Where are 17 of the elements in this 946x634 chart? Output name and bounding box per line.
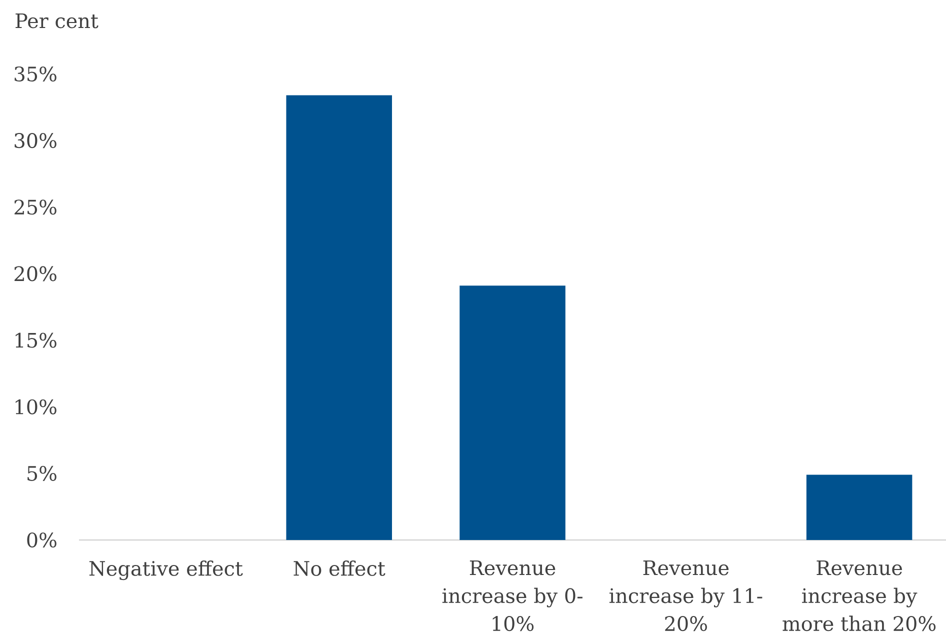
y-tick-label: 35% — [14, 66, 56, 82]
y-tick-label: 10% — [16, 399, 56, 414]
bar — [286, 95, 392, 540]
bar — [460, 286, 566, 540]
y-tick-label: 25% — [14, 200, 56, 215]
x-tick-label: No effect — [294, 560, 386, 576]
y-tick-label: 30% — [14, 133, 56, 148]
bar — [806, 474, 912, 540]
x-tick-label: Revenue increase by more than 20% — [782, 560, 936, 632]
y-axis-title: Per cent — [16, 13, 98, 28]
y-tick-label: 15% — [16, 332, 56, 348]
y-tick-label: 5% — [28, 466, 56, 481]
y-tick-label: 20% — [14, 266, 56, 282]
x-tick-label: Negative effect — [89, 560, 243, 580]
y-tick-label: 0% — [27, 532, 56, 548]
x-tick-label: Revenue increase by 0-10% — [442, 560, 582, 632]
x-tick-label: Revenue increase by 11-20% — [609, 560, 762, 632]
